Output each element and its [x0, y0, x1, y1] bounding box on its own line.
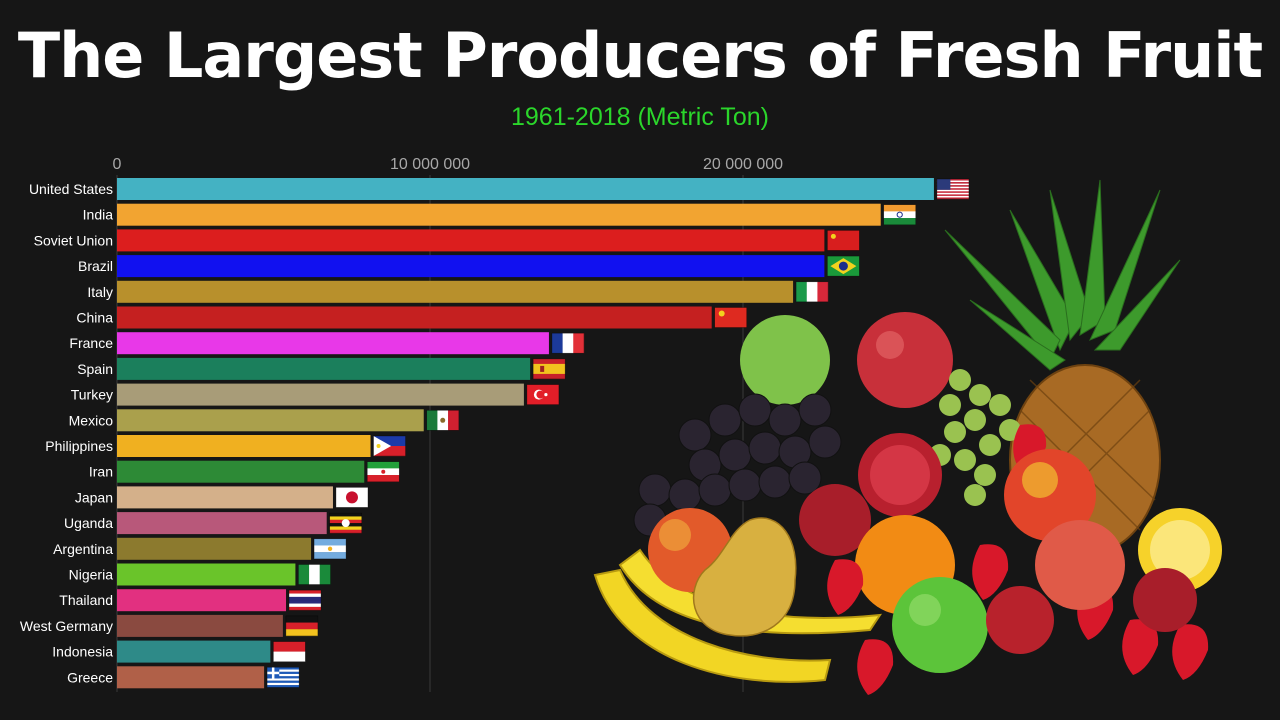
x-tick-label: 20 000 000: [703, 156, 783, 173]
indonesia-flag-icon: [273, 641, 306, 662]
bar-philippines: [117, 435, 371, 457]
fruit-pile-illustration: [593, 179, 1222, 695]
ussr-flag-icon: [827, 230, 860, 251]
france-flag-icon: [551, 332, 585, 354]
mexico-flag-icon: [426, 409, 460, 431]
bar-label: Brazil: [78, 258, 113, 274]
bar-label: Greece: [67, 669, 113, 685]
bar-label: West Germany: [20, 618, 113, 634]
bar-west-germany: [117, 614, 283, 637]
japan-flag-icon: [335, 487, 369, 508]
bar-label: United States: [29, 181, 113, 197]
chart-subtitle: 1961-2018 (Metric Ton): [510, 103, 769, 131]
bar-label: Japan: [75, 489, 113, 505]
bar-label: Mexico: [69, 412, 114, 428]
chart-title: The Largest Producers of Fresh Fruit: [17, 19, 1263, 92]
bar-label: France: [69, 335, 113, 351]
bar-spain: [117, 357, 531, 380]
greece-flag-icon: [266, 666, 300, 688]
bar-greece: [117, 666, 265, 689]
bar-label: Indonesia: [52, 644, 113, 660]
us-flag-icon: [936, 178, 970, 200]
x-tick-label: 0: [113, 156, 122, 173]
philippines-flag-icon: [373, 435, 406, 457]
bar-label: Soviet Union: [34, 232, 113, 248]
bar-soviet-union: [117, 229, 825, 252]
bar-united-states: [117, 178, 934, 200]
bar-label: India: [83, 207, 114, 223]
bar-france: [117, 332, 549, 355]
bar-brazil: [117, 255, 825, 278]
bar-india: [117, 203, 881, 226]
bar-indonesia: [117, 640, 271, 663]
bar-label: Argentina: [53, 541, 113, 557]
bar-china: [117, 306, 712, 329]
bar-turkey: [117, 383, 524, 406]
bar-label: Iran: [89, 464, 113, 480]
bar-nigeria: [117, 563, 296, 586]
brazil-flag-icon: [827, 255, 860, 277]
iran-flag-icon: [366, 461, 400, 483]
thailand-flag-icon: [288, 589, 322, 611]
nigeria-flag-icon: [298, 564, 331, 585]
x-tick-label: 10 000 000: [390, 156, 470, 173]
bar-iran: [117, 460, 365, 483]
bar-mexico: [117, 409, 424, 432]
bar-label: Turkey: [71, 387, 113, 403]
bar-label: China: [76, 310, 113, 326]
bar-thailand: [117, 589, 287, 612]
argentina-flag-icon: [313, 538, 347, 560]
bar-label: Nigeria: [69, 567, 114, 583]
bar-label: Italy: [87, 284, 113, 300]
spain-flag-icon: [532, 358, 566, 380]
bar-label: Uganda: [64, 515, 113, 531]
bar-uganda: [117, 512, 327, 535]
italy-flag-icon: [795, 281, 829, 303]
turkey-flag-icon: [526, 384, 560, 405]
bar-label: Spain: [77, 361, 113, 377]
bar-label: Thailand: [59, 592, 113, 608]
india-flag-icon: [883, 204, 917, 225]
bar-italy: [117, 280, 794, 303]
china-flag-icon: [714, 307, 748, 328]
germany-flag-icon: [285, 615, 319, 637]
bar-japan: [117, 486, 333, 509]
uganda-flag-icon: [329, 512, 363, 534]
bar-label: Philippines: [45, 438, 113, 454]
bar-argentina: [117, 537, 312, 560]
